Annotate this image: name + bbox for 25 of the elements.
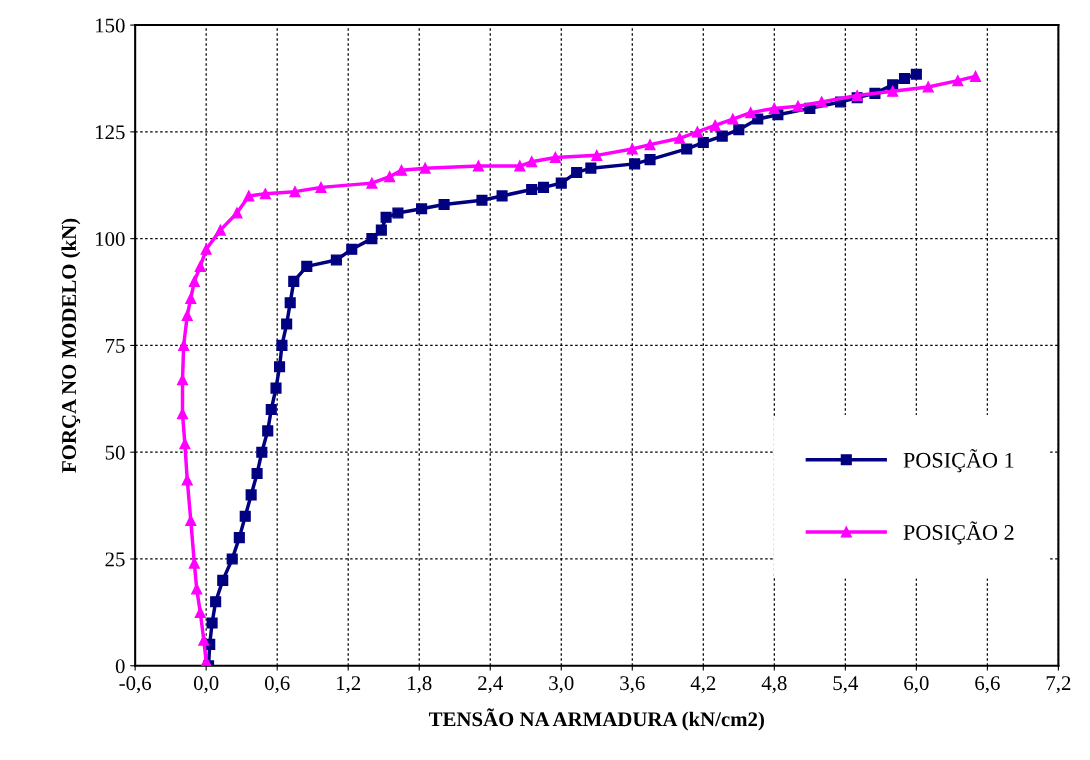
x-axis-title: TENSÃO NA ARMADURA (kN/cm2)	[428, 708, 764, 731]
x-tick-label: 6,6	[975, 676, 1000, 694]
x-tick-label: 4,2	[690, 676, 716, 694]
x-tick-label: 6,0	[904, 676, 929, 694]
legend-label: POSIÇÃO 1	[903, 449, 1014, 473]
y-tick-label: 25	[105, 552, 125, 567]
x-tick-label: 0,0	[193, 676, 219, 694]
x-tick-label: 0,6	[264, 676, 290, 694]
x-tick-label: 4,8	[761, 676, 787, 694]
x-tick-label: 3,6	[620, 676, 645, 694]
y-tick-label: 50	[105, 445, 125, 460]
x-tick-label: 7,2	[1046, 676, 1071, 694]
y-tick-label: 100	[96, 232, 125, 247]
y-tick-label: 150	[96, 18, 125, 33]
x-tick-label: 5,4	[833, 676, 859, 694]
x-tick-label: 3,0	[549, 676, 574, 694]
x-tick-label: -0,6	[119, 676, 152, 694]
legend-label: POSIÇÃO 2	[903, 521, 1014, 545]
y-axis-title: FORÇA NO MODELO (kN)	[61, 218, 81, 473]
y-tick-label: 125	[96, 125, 125, 140]
x-tick-label: 1,8	[408, 676, 432, 694]
y-tick-label: 0	[115, 659, 125, 674]
y-tick-label: 75	[105, 339, 125, 353]
x-tick-label: 1,2	[337, 676, 361, 694]
x-tick-label: 2,4	[478, 676, 503, 694]
